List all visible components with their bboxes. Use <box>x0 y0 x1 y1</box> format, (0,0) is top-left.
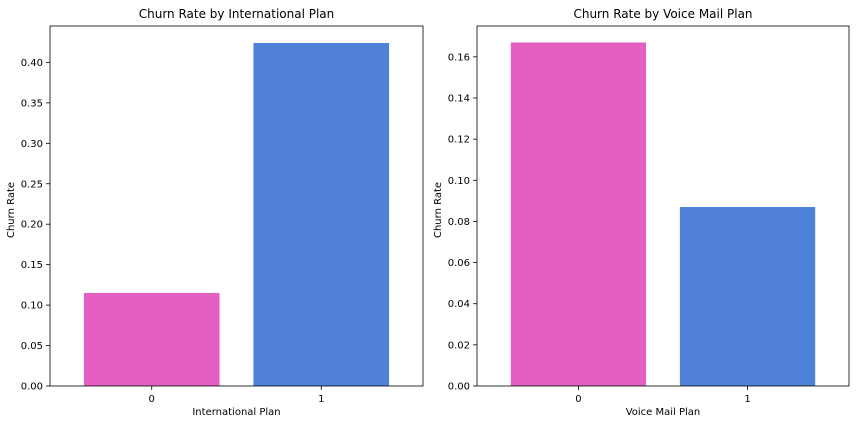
chart-panel-voice-mail-plan: Churn Rate by Voice Mail Plan Voice Mail… <box>433 7 850 418</box>
y-tick-label: 0.15 <box>21 260 43 271</box>
y-tick-label: 0.35 <box>21 98 43 109</box>
y-tick-label: 0.20 <box>21 220 43 231</box>
x-tick-label: 1 <box>318 394 324 405</box>
y-tick-label: 0.00 <box>21 382 43 393</box>
bar-1 <box>253 42 390 386</box>
y-tick-label: 0.02 <box>448 340 470 351</box>
chart-panel-international-plan: Churn Rate by International Plan Interna… <box>6 7 424 418</box>
y-axis: 0.00 0.05 0.10 0.15 0.20 0.25 0.30 0.35 0.40 <box>21 58 50 393</box>
x-tick-label: 0 <box>149 394 155 405</box>
y-axis-label: Churn Rate <box>6 182 17 238</box>
y-tick-label: 0.08 <box>448 217 470 228</box>
y-tick-label: 0.10 <box>448 176 470 187</box>
chart-title: Churn Rate by Voice Mail Plan <box>573 7 752 21</box>
bars <box>510 42 816 386</box>
y-tick-label: 0.05 <box>21 341 43 352</box>
y-tick-label: 0.12 <box>448 135 470 146</box>
y-tick-label: 0.10 <box>21 301 43 312</box>
y-tick-label: 0.06 <box>448 258 470 269</box>
y-tick-label: 0.16 <box>448 52 470 63</box>
bar-0 <box>83 292 220 386</box>
y-tick-label: 0.40 <box>21 58 43 69</box>
x-axis-label: International Plan <box>192 407 280 418</box>
y-tick-label: 0.00 <box>448 382 470 393</box>
y-tick-label: 0.30 <box>21 139 43 150</box>
y-axis: 0.00 0.02 0.04 0.06 0.08 0.10 0.12 0.14 0.16 <box>448 52 477 393</box>
x-tick-label: 0 <box>575 394 581 405</box>
x-axis-label: Voice Mail Plan <box>626 407 701 418</box>
bar-1 <box>679 207 816 386</box>
plot-frame <box>476 25 850 387</box>
y-tick-label: 0.25 <box>21 179 43 190</box>
chart-title: Churn Rate by International Plan <box>139 7 335 21</box>
bars <box>83 42 390 386</box>
y-axis-label: Churn Rate <box>433 182 444 238</box>
y-tick-label: 0.04 <box>448 299 470 310</box>
bar-0 <box>510 42 647 386</box>
plot-frame <box>49 25 424 387</box>
x-tick-label: 1 <box>744 394 750 405</box>
y-tick-label: 0.14 <box>448 94 470 105</box>
